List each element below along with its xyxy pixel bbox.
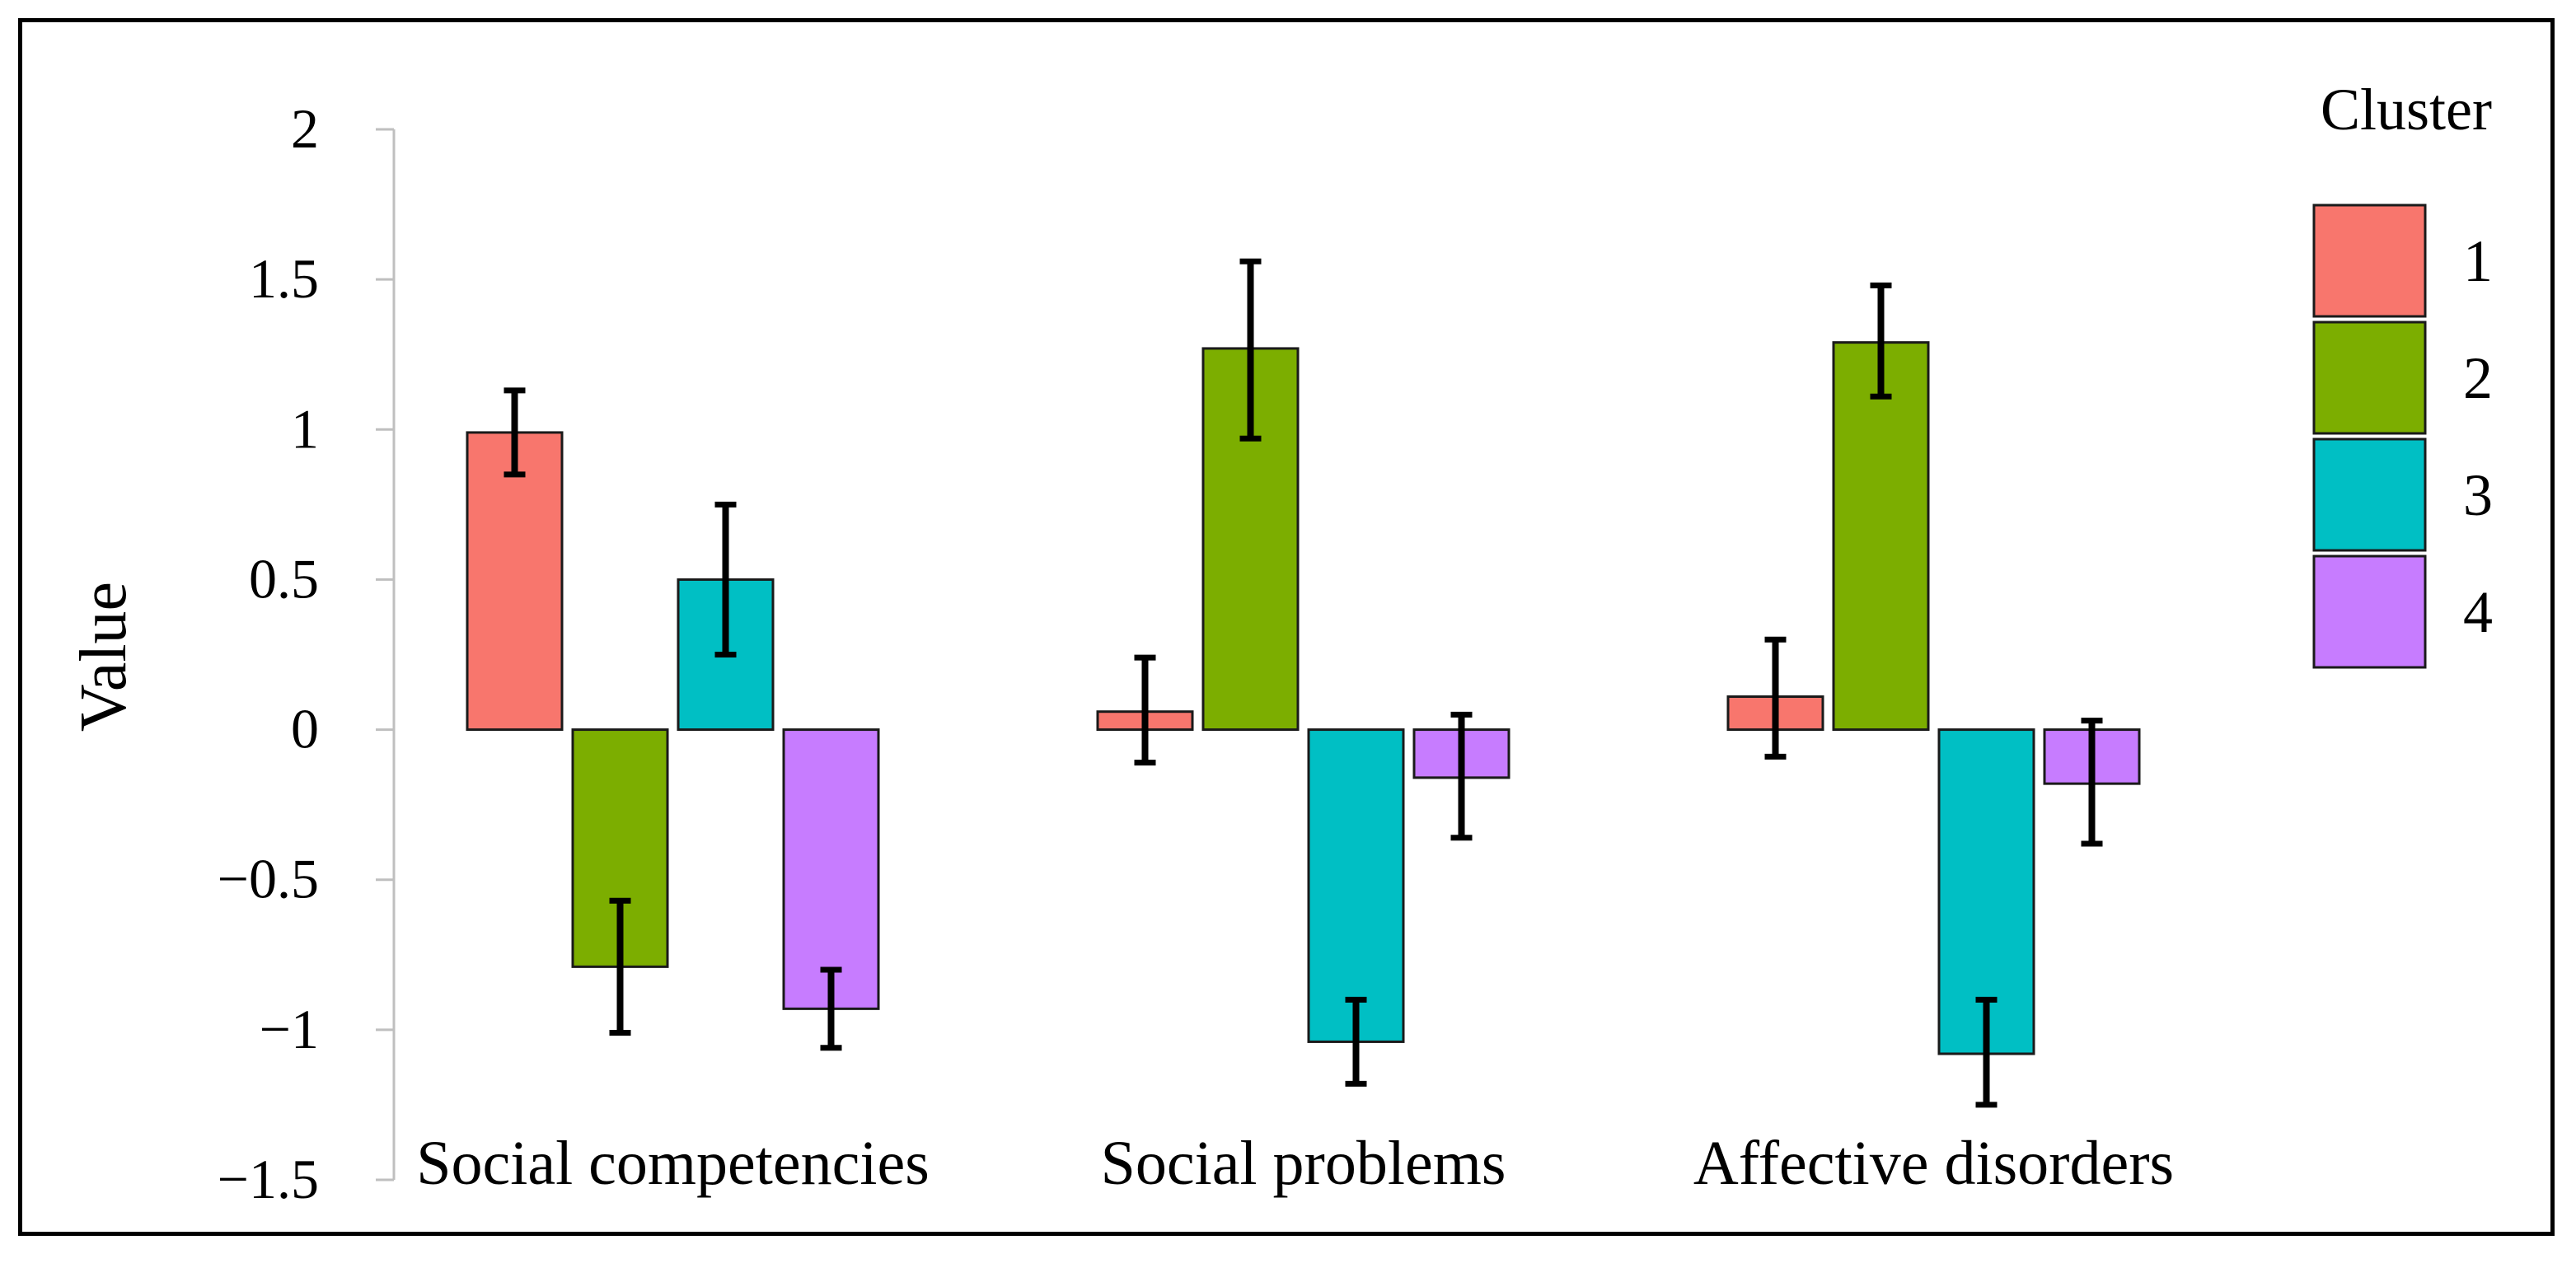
bars bbox=[466, 341, 2141, 1055]
y-tick-label: −0.5 bbox=[218, 848, 319, 910]
bar-chart: 21.510.50−0.5−1−1.5 Social competencies S… bbox=[68, 77, 2493, 1210]
y-tick-label: 0.5 bbox=[249, 547, 319, 610]
chart-frame: 2 1.5 1 0.5 0 −0.5 −1 −1.5 Social competencies S… bbox=[18, 18, 2555, 1236]
legend-key-2 bbox=[2312, 321, 2427, 435]
legend-label-2: 2 bbox=[2463, 345, 2493, 411]
legend-title: Cluster bbox=[2321, 77, 2492, 143]
y-tick-label: 0 bbox=[291, 698, 319, 760]
legend-label-4: 4 bbox=[2463, 579, 2493, 645]
bar-cluster-3-1 bbox=[1307, 728, 1405, 1043]
y-tick-label: 1 bbox=[291, 397, 319, 460]
category-label: Affective disorders bbox=[1693, 1129, 2174, 1198]
y-tick-label: −1.5 bbox=[218, 1148, 319, 1210]
legend-label-3: 3 bbox=[2463, 462, 2493, 528]
y-tick-label: 1.5 bbox=[249, 247, 319, 310]
category-labels: Social competencies Social problems Affect… bbox=[416, 1129, 2174, 1198]
bar-cluster-1-0 bbox=[466, 431, 564, 732]
category-label: Social problems bbox=[1101, 1129, 1506, 1198]
legend: Cluster 1 2 3 4 bbox=[2312, 77, 2493, 669]
bar-cluster-2-2 bbox=[1832, 341, 1930, 732]
legend-label-1: 1 bbox=[2463, 228, 2493, 294]
category-label: Social competencies bbox=[416, 1129, 930, 1198]
error-bars bbox=[503, 258, 2103, 1108]
legend-key-4 bbox=[2312, 554, 2427, 669]
y-tick-label: 2 bbox=[291, 97, 319, 160]
legend-key-3 bbox=[2312, 437, 2427, 552]
y-axis: 2 1.5 1 0.5 0 −0.5 −1 −1.5 bbox=[218, 97, 396, 1210]
y-axis-title: Value bbox=[68, 582, 140, 732]
legend-key-1 bbox=[2312, 204, 2427, 318]
y-tick-label: −1 bbox=[260, 998, 319, 1060]
